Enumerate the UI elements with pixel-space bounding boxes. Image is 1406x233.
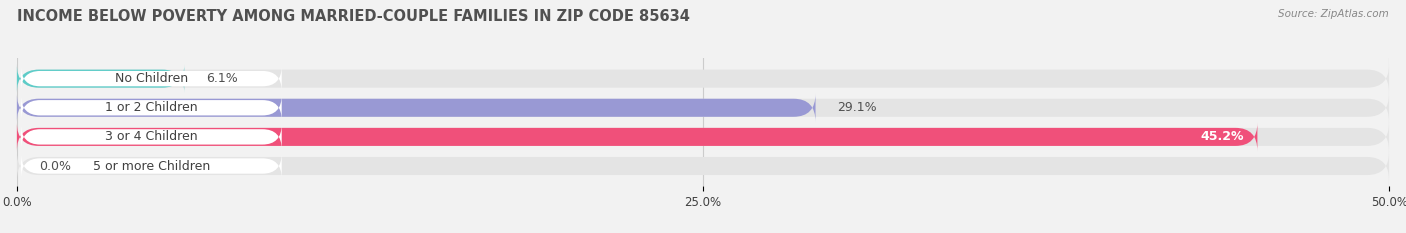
Text: 29.1%: 29.1% [838, 101, 877, 114]
Text: 5 or more Children: 5 or more Children [93, 160, 209, 172]
FancyBboxPatch shape [21, 66, 281, 91]
FancyBboxPatch shape [21, 124, 281, 150]
Text: INCOME BELOW POVERTY AMONG MARRIED-COUPLE FAMILIES IN ZIP CODE 85634: INCOME BELOW POVERTY AMONG MARRIED-COUPL… [17, 9, 690, 24]
FancyBboxPatch shape [17, 64, 1389, 93]
Text: 6.1%: 6.1% [207, 72, 238, 85]
FancyBboxPatch shape [17, 64, 184, 93]
Text: No Children: No Children [115, 72, 188, 85]
FancyBboxPatch shape [21, 153, 281, 179]
FancyBboxPatch shape [21, 95, 281, 120]
FancyBboxPatch shape [17, 123, 1389, 151]
Text: Source: ZipAtlas.com: Source: ZipAtlas.com [1278, 9, 1389, 19]
FancyBboxPatch shape [17, 123, 1257, 151]
Text: 0.0%: 0.0% [39, 160, 70, 172]
FancyBboxPatch shape [17, 93, 815, 122]
Text: 1 or 2 Children: 1 or 2 Children [105, 101, 198, 114]
Text: 45.2%: 45.2% [1201, 130, 1244, 143]
FancyBboxPatch shape [17, 152, 1389, 180]
Text: 3 or 4 Children: 3 or 4 Children [105, 130, 198, 143]
FancyBboxPatch shape [17, 93, 1389, 122]
